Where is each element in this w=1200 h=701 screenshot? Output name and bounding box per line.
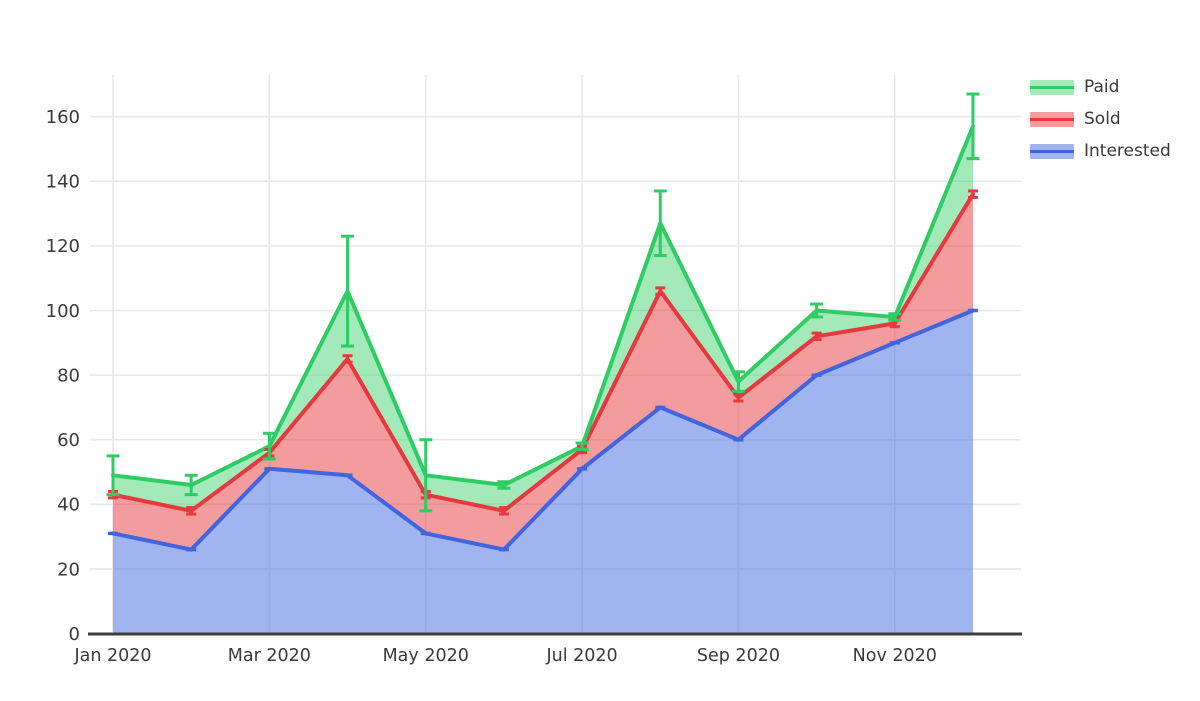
legend-label-paid: Paid — [1084, 77, 1120, 97]
legend-item-paid[interactable]: Paid — [1030, 77, 1171, 98]
paid-series-swatch-icon — [1030, 80, 1074, 95]
x-tick-label: May 2020 — [383, 646, 469, 666]
y-tick-label: 0 — [69, 624, 80, 645]
x-tick-label: Nov 2020 — [853, 646, 937, 666]
interested-line — [111, 308, 975, 552]
y-tick-label: 60 — [57, 430, 80, 451]
y-tick-label: 80 — [57, 365, 80, 386]
legend-item-interested[interactable]: Interested — [1030, 141, 1171, 162]
sold-area — [113, 194, 973, 550]
x-tick-label: Mar 2020 — [228, 646, 311, 666]
interested-area — [113, 310, 973, 634]
x-tick-label: Jan 2020 — [73, 646, 151, 666]
x-tick-label: Sep 2020 — [697, 646, 780, 666]
legend-label-interested: Interested — [1084, 141, 1171, 161]
legend-label-sold: Sold — [1084, 109, 1121, 129]
y-tick-label: 100 — [46, 301, 80, 322]
x-tick-label: Jul 2020 — [545, 646, 617, 666]
y-tick-label: 140 — [46, 172, 80, 193]
y-tick-label: 120 — [46, 236, 80, 257]
sold-series-swatch-icon — [1030, 112, 1074, 127]
legend: Paid Sold Interested — [1030, 77, 1171, 162]
legend-item-sold[interactable]: Sold — [1030, 109, 1171, 130]
y-tick-label: 160 — [46, 107, 80, 128]
sold-line — [111, 192, 975, 513]
y-tick-label: 40 — [57, 495, 80, 516]
y-tick-label: 20 — [57, 559, 80, 580]
interested-series-swatch-icon — [1030, 144, 1074, 159]
paid-line — [111, 124, 975, 487]
